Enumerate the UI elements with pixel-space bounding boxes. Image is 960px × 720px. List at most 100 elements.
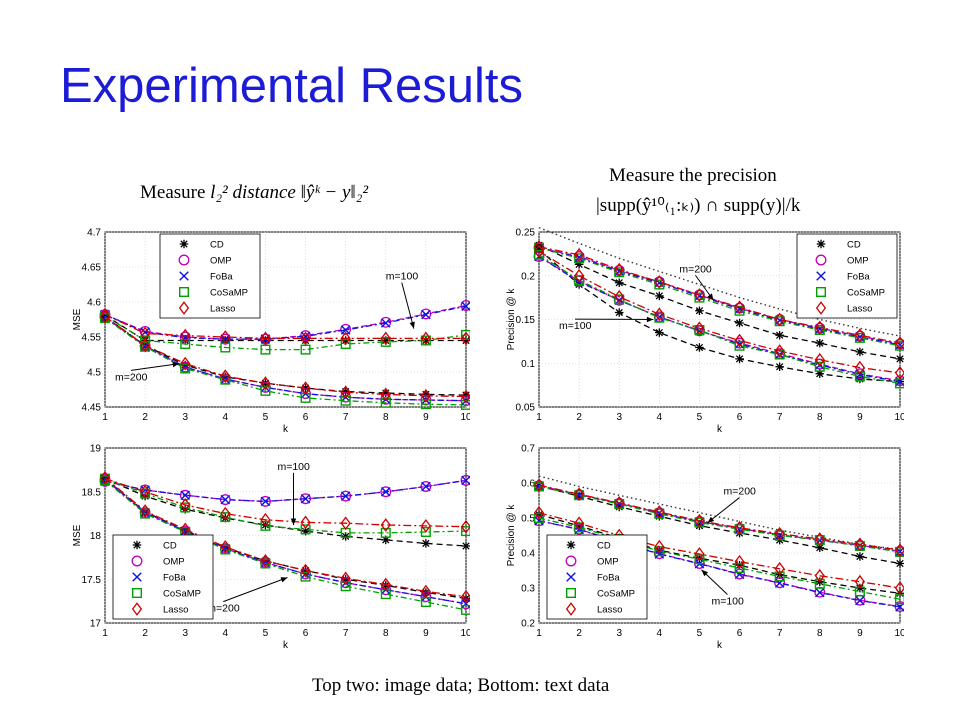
annotation-label: m=200	[207, 603, 240, 615]
legend: CD OMP FoBa CoSaMP Lasso	[159, 233, 261, 319]
y-tick-label: 0.2	[521, 619, 535, 630]
cosamp-marker	[694, 292, 705, 303]
series-line	[104, 315, 467, 351]
series-line	[538, 485, 901, 553]
chart-panel-image-precision: 1 2 3 4 5 6 7 8 9 10 0.05 0.1 0.15 0.2 0.25 k Precision …	[506, 226, 904, 434]
cd-marker	[855, 552, 865, 561]
y-tick-label: 0.05	[516, 403, 536, 414]
legend-label-cd: CD	[210, 240, 224, 251]
y-axis-label: MSE	[72, 308, 83, 330]
cd-marker	[381, 535, 391, 545]
y-tick-label: 19	[90, 444, 102, 455]
lasso-marker	[574, 516, 585, 531]
legend-label-cd: CD	[597, 541, 611, 552]
x-tick-label: 4	[223, 412, 229, 423]
cosamp-marker	[131, 587, 142, 598]
y-tick-label: 0.1	[521, 359, 535, 370]
lasso-marker	[460, 389, 470, 404]
series-cosamp-m-100	[534, 249, 904, 389]
x-tick-label: 3	[182, 628, 188, 639]
series-line	[538, 244, 901, 360]
series-cosamp-m-100	[100, 310, 470, 355]
series-line	[104, 479, 467, 503]
y-tick-label: 0.15	[516, 315, 536, 326]
cd-marker	[221, 372, 230, 382]
series-line	[538, 512, 901, 589]
legend-box	[159, 233, 261, 319]
legend-label-lasso: Lasso	[597, 605, 622, 616]
x-tick-label: 3	[182, 412, 188, 423]
foba-marker	[734, 569, 745, 580]
omp-marker	[420, 591, 432, 603]
series-line	[538, 513, 901, 594]
omp-marker	[300, 330, 312, 342]
series-lasso-m-100	[533, 505, 904, 595]
lasso-marker	[140, 484, 151, 499]
legend-label-foba: FoBa	[597, 573, 620, 584]
cosamp-marker	[380, 336, 391, 347]
legend-box	[112, 534, 214, 620]
cd-marker	[855, 347, 865, 357]
lasso-marker	[340, 516, 351, 531]
cd-marker	[614, 278, 624, 288]
omp-marker	[178, 254, 190, 266]
y-tick-label: 18	[90, 531, 102, 542]
cosamp-marker	[100, 475, 111, 486]
cd-marker	[735, 560, 744, 570]
lasso-marker	[180, 328, 191, 343]
cd-marker	[534, 245, 544, 254]
foba-marker	[340, 325, 351, 335]
cd-marker	[816, 239, 826, 249]
series-cosamp-m-200	[534, 242, 904, 351]
annotation-label: m=100	[559, 320, 592, 332]
lasso-marker	[380, 518, 391, 532]
lasso-marker	[300, 331, 311, 346]
omp-marker	[734, 568, 746, 580]
foba-marker	[180, 490, 191, 501]
annotation-arrow-head	[172, 361, 180, 368]
foba-marker	[421, 481, 431, 492]
series-line	[538, 250, 901, 374]
series-lasso-m-200	[533, 478, 904, 558]
cd-marker	[614, 502, 624, 512]
x-tick-label: 10	[894, 412, 904, 423]
legend: CD OMP FoBa CoSaMP Lasso	[112, 534, 214, 620]
annotation-arrow-head	[707, 516, 715, 523]
cosamp-marker	[694, 554, 705, 565]
legend-box	[546, 534, 648, 620]
lasso-marker	[99, 470, 111, 485]
series-line	[538, 249, 901, 383]
cosamp-marker	[534, 512, 545, 523]
annotation-label: m=200	[679, 263, 712, 275]
series-line	[538, 485, 901, 565]
figure-caption: Top two: image data; Bottom: text data	[312, 675, 610, 696]
cosamp-marker	[260, 520, 271, 531]
cosamp-marker	[300, 344, 311, 355]
series-lasso-m-100	[99, 307, 470, 346]
cosamp-marker	[814, 361, 825, 372]
series-line	[538, 484, 901, 551]
foba-marker	[421, 309, 431, 320]
series-line	[104, 479, 467, 611]
x-axis-label: k	[717, 640, 723, 650]
legend-label-cosamp: CoSaMP	[163, 589, 201, 600]
foba-marker	[220, 374, 231, 384]
foba-marker	[461, 475, 470, 486]
lasso-marker	[460, 519, 470, 534]
series-line	[538, 247, 901, 347]
lasso-marker	[734, 300, 745, 315]
cd-marker	[574, 492, 584, 501]
foba-marker	[380, 318, 391, 328]
lasso-marker	[814, 568, 825, 583]
lasso-marker	[260, 553, 271, 568]
lasso-marker	[774, 312, 785, 327]
legend-label-lasso: Lasso	[163, 605, 188, 616]
lasso-marker	[734, 333, 745, 348]
cd-marker	[815, 543, 825, 553]
cosamp-marker	[895, 340, 904, 351]
cd-marker	[261, 336, 270, 345]
lasso-marker	[814, 352, 825, 367]
foba-marker	[340, 491, 351, 501]
x-tick-label: 7	[343, 628, 349, 639]
lasso-marker	[734, 554, 745, 569]
